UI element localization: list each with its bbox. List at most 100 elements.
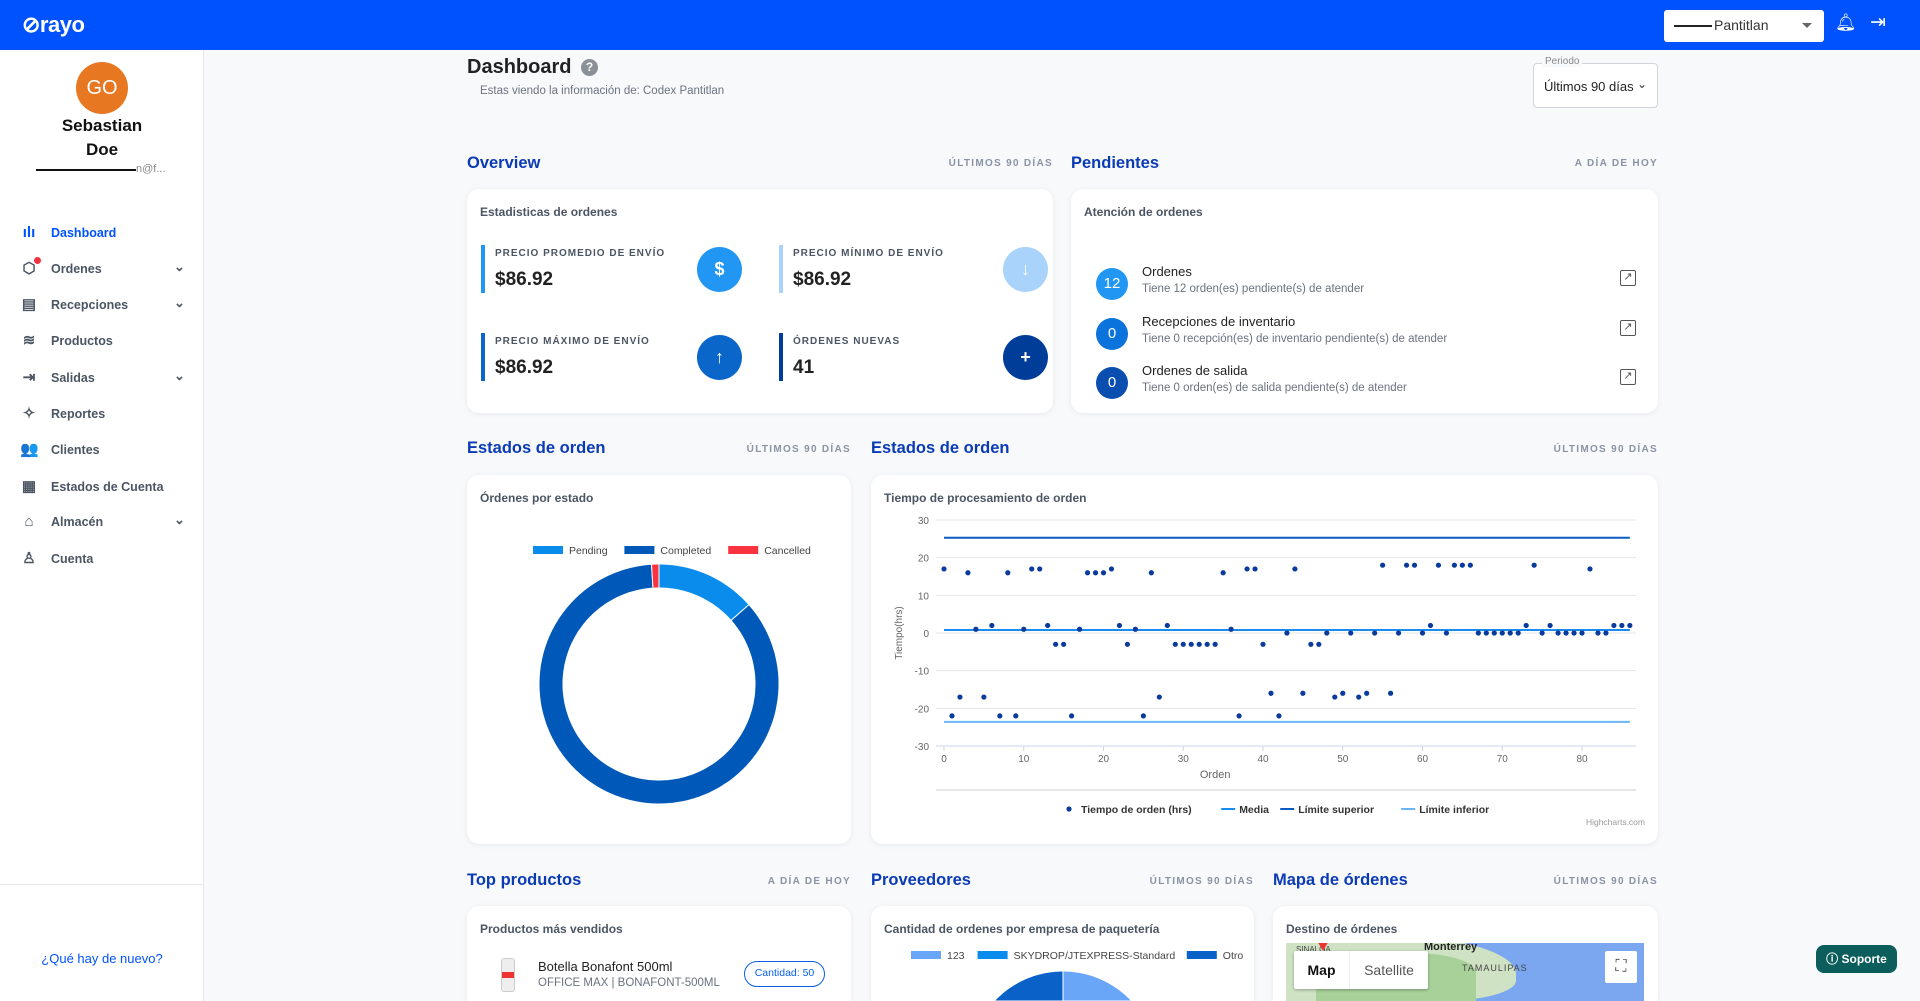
chart-credit[interactable]: Highcharts.com [1585,817,1645,827]
data-point[interactable] [1427,622,1434,629]
data-point[interactable] [1156,694,1162,700]
data-point[interactable] [1037,566,1043,572]
data-point[interactable] [1188,641,1194,647]
sidebar-item-dashboard[interactable]: ılı Dashboard [0,218,204,248]
data-point[interactable] [1499,630,1505,636]
data-point[interactable] [1021,626,1027,632]
sidebar-item-salidas[interactable]: ⇥ Salidas ⌄ [0,363,204,393]
data-point[interactable] [1180,641,1186,647]
data-point[interactable] [1523,622,1529,629]
data-point[interactable] [1563,630,1569,636]
data-point[interactable] [1595,630,1601,636]
help-icon[interactable]: ? [581,59,598,76]
legend-label[interactable]: Media [1239,804,1269,816]
chevron-down-icon[interactable]: ⌄ [174,259,185,274]
data-point[interactable] [1587,566,1593,572]
data-point[interactable] [1013,713,1019,719]
legend-label[interactable]: Pending [569,545,608,557]
rayo-logo[interactable]: ⊘rayo [22,12,85,37]
period-select[interactable]: Periodo Últimos 90 días ⌄ [1533,56,1658,108]
data-point[interactable] [1348,630,1354,636]
data-point[interactable] [1172,641,1178,647]
chevron-down-icon[interactable]: ⌄ [174,295,185,310]
chevron-down-icon[interactable]: ⌄ [174,368,185,383]
data-point[interactable] [1132,626,1138,632]
legend-label[interactable]: Tiempo de orden (hrs) [1081,804,1192,816]
legend-label[interactable]: Completed [660,545,711,557]
data-point[interactable] [1443,630,1450,636]
satellite-button[interactable]: Satellite [1349,951,1428,989]
data-point[interactable] [1316,641,1322,647]
data-point[interactable] [1388,690,1394,696]
legend-label[interactable]: 123 [947,950,965,962]
whats-new-link[interactable]: ¿Qué hay de nuevo? [41,951,163,966]
data-point[interactable] [1292,566,1298,572]
logout-icon[interactable]: ⇥ [1870,12,1886,33]
chevron-down-icon[interactable]: ⌄ [174,512,185,527]
data-point[interactable] [1507,630,1513,636]
data-point[interactable] [1045,622,1051,629]
data-point[interactable] [1411,562,1418,568]
data-point[interactable] [1403,562,1410,568]
data-point[interactable] [1029,566,1035,572]
data-point[interactable] [1547,622,1553,629]
data-point[interactable] [1092,570,1099,576]
data-point[interactable] [1236,713,1242,719]
data-point[interactable] [1276,713,1282,719]
data-point[interactable] [965,570,971,576]
data-point[interactable] [1515,630,1521,636]
data-point[interactable] [1084,570,1091,576]
data-point[interactable] [1491,630,1497,636]
sidebar-item-productos[interactable]: ≋ Productos [0,326,204,356]
data-point[interactable] [1053,641,1059,647]
external-link-icon[interactable]: ↗ [1620,369,1636,385]
data-point[interactable] [1332,694,1338,700]
data-point[interactable] [1124,641,1131,647]
data-point[interactable] [1619,622,1625,629]
data-point[interactable] [1300,690,1306,696]
data-point[interactable] [1364,690,1370,696]
data-point[interactable] [989,622,995,629]
pie-slice-otro[interactable] [993,970,1064,1001]
data-point[interactable] [1140,713,1146,719]
data-point[interactable] [1069,713,1075,719]
sidebar-item-ordenes[interactable]: ⬡ Ordenes ⌄ [0,254,204,284]
map-marker-icon[interactable] [1316,943,1330,951]
warehouse-select[interactable]: Pantitlan [1664,10,1824,42]
data-point[interactable] [1539,630,1545,636]
pie-slice-cancelled[interactable] [650,563,660,589]
data-point[interactable] [1164,622,1170,629]
data-point[interactable] [1435,562,1442,568]
sidebar-item-reportes[interactable]: ✧ Reportes [0,399,204,429]
pie-slice-pending[interactable] [658,563,750,622]
data-point[interactable] [1252,566,1258,572]
map-button[interactable]: Map [1307,962,1336,978]
external-link-icon[interactable]: ↗ [1620,320,1636,336]
sidebar-item-recepciones[interactable]: ▤ Recepciones ⌄ [0,290,204,320]
data-point[interactable] [1603,630,1609,636]
data-point[interactable] [1196,641,1202,647]
data-point[interactable] [1284,630,1290,636]
external-link-icon[interactable]: ↗ [1620,270,1636,286]
data-point[interactable] [1340,690,1346,696]
data-point[interactable] [1555,630,1561,636]
data-point[interactable] [1467,562,1473,568]
data-point[interactable] [1308,641,1314,647]
sidebar-item-estados-de-cuenta[interactable]: ▦ Estados de Cuenta [0,472,204,502]
legend-label[interactable]: Límite superior [1298,804,1374,816]
legend-label[interactable]: SKYDROP/JTEXPRESS-Standard [1014,950,1176,962]
data-point[interactable] [1244,566,1250,572]
data-point[interactable] [1076,626,1083,632]
data-point[interactable] [1531,562,1537,568]
data-point[interactable] [1005,570,1011,576]
data-point[interactable] [1380,562,1386,568]
data-point[interactable] [1212,641,1218,647]
data-point[interactable] [1116,622,1123,629]
data-point[interactable] [941,566,947,572]
legend-label[interactable]: Otro [1223,950,1244,962]
data-point[interactable] [1260,641,1266,647]
data-point[interactable] [1100,570,1107,576]
data-point[interactable] [1228,626,1234,632]
data-point[interactable] [973,626,979,632]
data-point[interactable] [1459,562,1465,568]
